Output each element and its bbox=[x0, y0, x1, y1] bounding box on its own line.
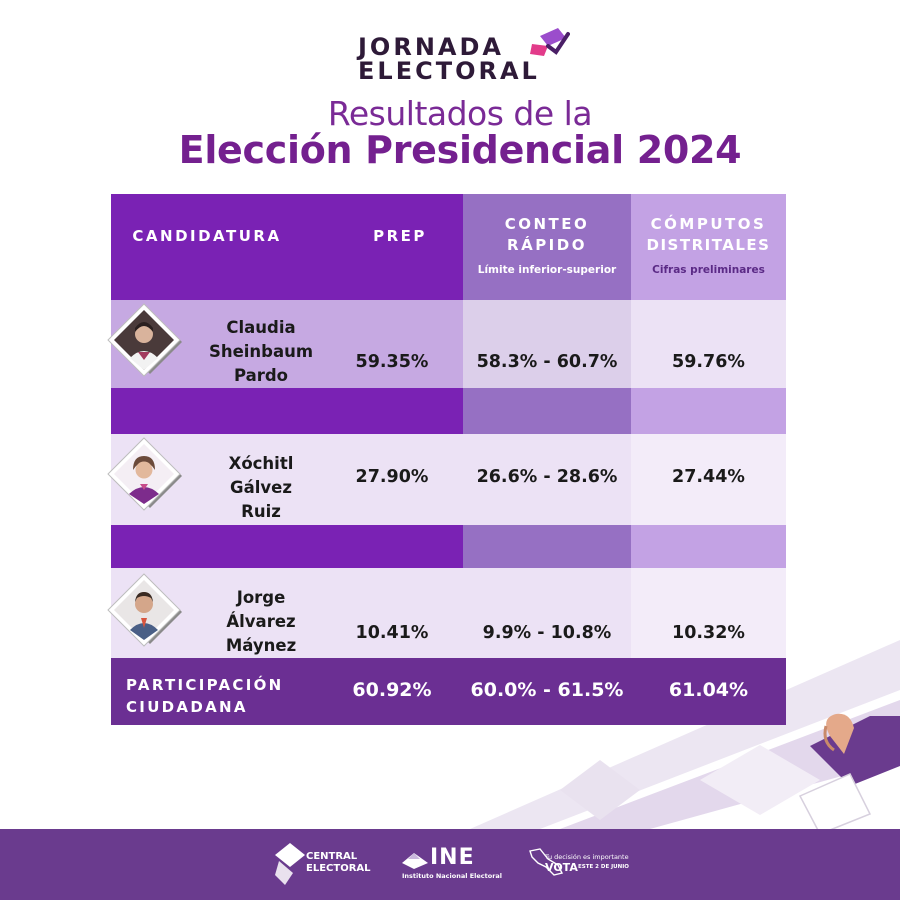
total-conteo: 60.0% - 61.5% bbox=[470, 679, 624, 701]
header-computos-line1: CÓMPUTOS bbox=[650, 215, 767, 233]
row1-prep: 59.35% bbox=[355, 352, 429, 372]
total-label-line2: CIUDADANA bbox=[126, 698, 248, 716]
row2-computos: 27.44% bbox=[672, 467, 745, 487]
page-title: Elección Presidencial 2024 bbox=[178, 128, 742, 172]
ine-text: INE bbox=[430, 845, 475, 870]
row3-conteo-bg bbox=[463, 568, 631, 658]
row3-computos-bg bbox=[631, 568, 786, 658]
candidate-name-1: Claudia Sheinbaum Pardo bbox=[208, 318, 314, 385]
vota-date: ESTE 2 DE JUNIO bbox=[578, 864, 629, 870]
page-subtitle: Resultados de la bbox=[327, 94, 593, 133]
candidate-name-2: Xóchitl Gálvez Ruiz bbox=[228, 454, 294, 521]
total-computos: 61.04% bbox=[668, 679, 749, 701]
row2-computos-bg bbox=[631, 434, 786, 525]
total-label-line1: PARTICIPACIÓN bbox=[126, 676, 284, 694]
row1-conteo: 58.3% - 60.7% bbox=[476, 352, 618, 372]
avatar-candidate-1 bbox=[107, 303, 182, 377]
row3-prep: 10.41% bbox=[355, 623, 429, 643]
header-computos-line2: DISTRITALES bbox=[646, 236, 771, 254]
mexico-map-icon bbox=[529, 848, 564, 876]
row3-computos: 10.32% bbox=[672, 623, 745, 643]
central-electoral-line1: CENTRAL bbox=[306, 851, 358, 862]
header-conteo-line1: CONTEO bbox=[504, 215, 590, 233]
row1-conteo-bg bbox=[463, 300, 631, 388]
ine-logo-icon bbox=[402, 853, 428, 869]
footer-bar: CENTRAL ELECTORAL INE Instituto Nacional… bbox=[0, 829, 900, 900]
candidate-name-3: Jorge Álvarez Máynez bbox=[225, 588, 297, 655]
vota-line1: Tu decisión es importante bbox=[545, 853, 629, 861]
row3-conteo: 9.9% - 10.8% bbox=[482, 623, 612, 643]
logo-line-1: JORNADA bbox=[358, 33, 504, 61]
row1-computos: 59.76% bbox=[672, 352, 745, 372]
total-row-bg bbox=[111, 658, 786, 725]
jornada-electoral-logo: JORNADA ELECTORAL bbox=[358, 24, 570, 86]
avatar-candidate-2 bbox=[107, 437, 182, 511]
header-prep: PREP bbox=[373, 227, 427, 245]
central-electoral-logo-icon bbox=[275, 843, 305, 885]
header-candidatura: CANDIDATURA bbox=[132, 227, 282, 245]
row1-computos-bg bbox=[631, 300, 786, 388]
hand-with-ballot-icon bbox=[798, 713, 900, 835]
avatar-candidate-3 bbox=[107, 573, 182, 647]
ine-subtitle: Instituto Nacional Electoral bbox=[402, 872, 503, 880]
vota-word: VOTA bbox=[545, 861, 578, 874]
header-conteo-sub: Límite inferior-superior bbox=[477, 264, 617, 276]
header-computos-sub: Cifras preliminares bbox=[652, 264, 765, 276]
row2-conteo-bg bbox=[463, 434, 631, 525]
row2-prep: 27.90% bbox=[355, 467, 429, 487]
ballot-mark-icon bbox=[530, 28, 570, 56]
logo-line-2: ELECTORAL bbox=[358, 57, 540, 85]
total-prep: 60.92% bbox=[352, 679, 432, 701]
results-table: CANDIDATURA PREP CONTEO RÁPIDO Límite in… bbox=[111, 194, 786, 725]
central-electoral-line2: ELECTORAL bbox=[306, 863, 371, 874]
row2-conteo: 26.6% - 28.6% bbox=[476, 467, 618, 487]
header-conteo-line2: RÁPIDO bbox=[507, 236, 587, 254]
